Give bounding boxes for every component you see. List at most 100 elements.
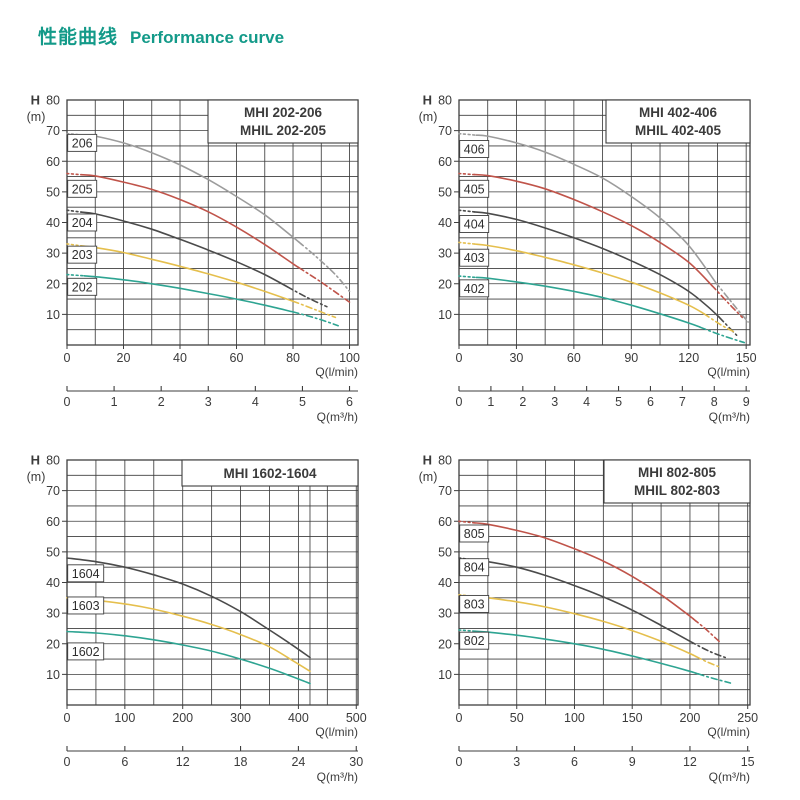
chart-title-line: MHI 1602-1604 [223, 466, 317, 481]
curve-label-406: 406 [464, 143, 485, 157]
svg-text:30: 30 [509, 351, 523, 365]
curves [66, 132, 351, 327]
svg-text:10: 10 [438, 308, 452, 322]
svg-text:100: 100 [564, 711, 585, 725]
chart-title-line: MHIL 802-803 [634, 483, 721, 498]
svg-text:40: 40 [438, 576, 452, 590]
svg-text:80: 80 [438, 454, 452, 468]
svg-text:60: 60 [46, 155, 60, 169]
curve-label-box-406 [459, 140, 490, 158]
svg-text:0: 0 [456, 351, 463, 365]
svg-text:50: 50 [510, 711, 524, 725]
svg-text:80: 80 [438, 94, 452, 108]
svg-text:12: 12 [176, 755, 190, 769]
chart-title-line: MHI 802-805 [638, 465, 717, 480]
svg-text:9: 9 [743, 395, 750, 409]
svg-text:120: 120 [678, 351, 699, 365]
svg-text:200: 200 [172, 711, 193, 725]
y-axis: 80 70 60 50 40 30 20 10 H (m) [27, 93, 67, 322]
svg-text:20: 20 [46, 637, 60, 651]
svg-text:80: 80 [46, 454, 60, 468]
curve-202 [66, 273, 339, 327]
curve-label-1602: 1602 [72, 645, 100, 659]
svg-text:3: 3 [551, 395, 558, 409]
x2-axis: 0 3 6 9 12 15Q(m³/h) [456, 746, 755, 784]
x2-axis: 0 1 2 3 4 5 6 7 8 9Q(m³/h) [456, 386, 750, 424]
y-axis-label: H [31, 453, 40, 468]
y-axis: 80 70 60 50 40 30 20 10 H (m) [419, 453, 459, 682]
svg-text:2: 2 [519, 395, 526, 409]
y-axis-unit: (m) [419, 470, 438, 484]
curve-label-box-205 [67, 179, 98, 198]
svg-text:100: 100 [114, 711, 135, 725]
title-box: MHI 1602-1604 [181, 459, 359, 487]
svg-text:5: 5 [615, 395, 622, 409]
svg-text:20: 20 [438, 277, 452, 291]
svg-text:400: 400 [288, 711, 309, 725]
x2-axis-unit: Q(m³/h) [317, 410, 358, 424]
curve-label-box-803 [459, 594, 490, 613]
curve-1604 [66, 557, 311, 659]
curve-label-box-1604 [67, 564, 105, 583]
curve-label-804: 804 [464, 561, 485, 575]
svg-text:6: 6 [571, 755, 578, 769]
svg-text:0: 0 [456, 711, 463, 725]
svg-text:90: 90 [624, 351, 638, 365]
chart-mhi-202-206: 80 70 60 50 40 30 20 10 H (m) 0 20 40 60 80 100 Q(l/min)… [18, 88, 370, 425]
svg-text:5: 5 [299, 395, 306, 409]
svg-text:20: 20 [117, 351, 131, 365]
title-box: MHI 202-206 MHIL 202-205 [207, 99, 359, 144]
svg-text:0: 0 [456, 755, 463, 769]
chart-mhi-402-406: 80 70 60 50 40 30 20 10 H (m) 0 30 60 90 120 150 Q(l/min… [410, 88, 762, 425]
curve-label-205: 205 [72, 182, 93, 196]
svg-text:500: 500 [346, 711, 367, 725]
curve-labels: 1604 1603 1602 [67, 564, 105, 661]
svg-text:30: 30 [46, 607, 60, 621]
svg-text:60: 60 [230, 351, 244, 365]
svg-text:0: 0 [64, 351, 71, 365]
y-axis-unit: (m) [27, 110, 46, 124]
svg-text:100: 100 [339, 351, 360, 365]
x-axis-unit: Q(l/min) [315, 365, 358, 379]
svg-text:3: 3 [205, 395, 212, 409]
svg-text:40: 40 [173, 351, 187, 365]
svg-text:12: 12 [683, 755, 697, 769]
curve-405 [458, 172, 744, 319]
y-axis-label: H [423, 93, 432, 108]
curve-label-403: 403 [464, 251, 485, 265]
curve-406 [458, 132, 749, 323]
curve-label-box-403 [459, 248, 490, 267]
y-axis-label: H [31, 93, 40, 108]
curve-label-805: 805 [464, 527, 485, 541]
svg-text:30: 30 [46, 247, 60, 261]
curves [458, 132, 749, 344]
svg-text:30: 30 [438, 247, 452, 261]
curve-label-206: 206 [72, 136, 93, 150]
svg-text:10: 10 [46, 308, 60, 322]
curve-802 [458, 629, 732, 684]
y-axis-unit: (m) [27, 470, 46, 484]
svg-text:40: 40 [46, 576, 60, 590]
curves [66, 557, 311, 685]
x-axis-unit: Q(l/min) [707, 365, 750, 379]
curve-labels: 805 804 803 802 [459, 524, 490, 650]
svg-text:60: 60 [438, 515, 452, 529]
svg-text:6: 6 [346, 395, 353, 409]
svg-text:60: 60 [567, 351, 581, 365]
svg-text:60: 60 [46, 515, 60, 529]
svg-text:80: 80 [286, 351, 300, 365]
svg-text:0: 0 [64, 711, 71, 725]
curve-label-405: 405 [464, 182, 485, 196]
x-axis-unit: Q(l/min) [707, 725, 750, 739]
svg-text:70: 70 [438, 484, 452, 498]
svg-text:10: 10 [46, 668, 60, 682]
svg-text:0: 0 [64, 395, 71, 409]
page-title-en: Performance curve [130, 28, 285, 47]
curve-label-803: 803 [464, 597, 485, 611]
chart-title-line: MHI 402-406 [639, 105, 718, 120]
svg-text:80: 80 [46, 94, 60, 108]
curve-label-box-804 [459, 558, 490, 577]
